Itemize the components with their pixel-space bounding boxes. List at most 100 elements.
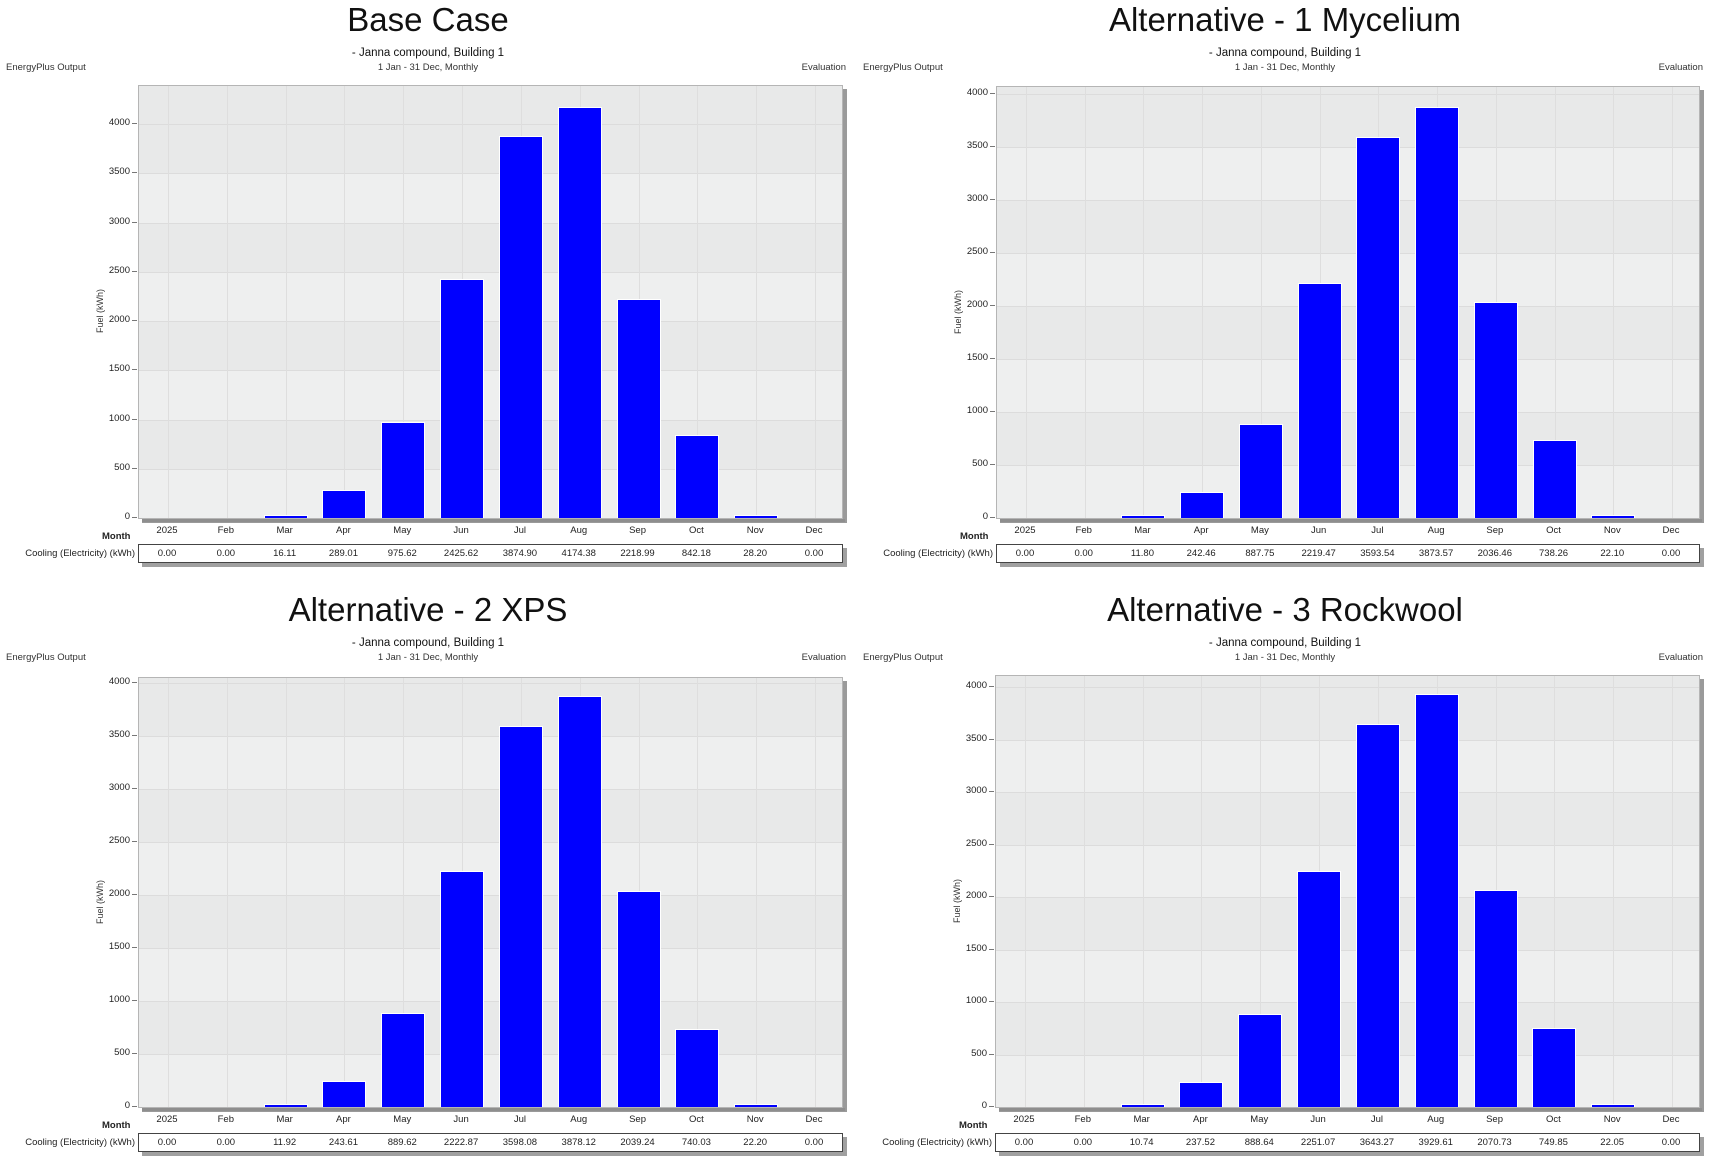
x-axis-label: Month — [102, 1120, 131, 1131]
table-cell: 289.01 — [328, 548, 358, 559]
table-cell: 10.74 — [1129, 1137, 1154, 1148]
bar-aug[interactable] — [1415, 107, 1460, 518]
x-axis-label: Month — [960, 531, 989, 542]
x-tick-label: Feb — [217, 1114, 234, 1125]
bar-oct[interactable] — [1532, 1028, 1577, 1107]
chart-subtitle: - Janna compound, Building 1 — [351, 637, 505, 649]
h-gridline — [997, 147, 1699, 148]
chart-title: Alternative - 2 XPS — [288, 591, 568, 628]
bar-apr[interactable] — [322, 1081, 367, 1107]
chart-title: Alternative - 1 Mycelium — [1108, 1, 1462, 38]
bar-may[interactable] — [1238, 1013, 1283, 1107]
grid-band — [996, 1002, 1699, 1055]
table-cell: 888.64 — [1244, 1137, 1274, 1148]
table-cell: 0.00 — [1015, 548, 1035, 559]
bar-oct[interactable] — [675, 435, 720, 518]
x-axis — [142, 1108, 845, 1111]
table-cell: 0.00 — [1074, 548, 1093, 559]
table-cell: 3598.08 — [502, 1137, 538, 1148]
table-cell: 3874.90 — [502, 548, 538, 559]
v-gridline — [1084, 87, 1086, 518]
v-gridline — [1083, 676, 1085, 1107]
y-tick-label: 2500 — [108, 264, 130, 276]
y-tick-label: 3000 — [966, 193, 988, 204]
y-tick-mark — [989, 738, 994, 740]
bar-jun[interactable] — [440, 279, 485, 518]
y-tick-label: 1000 — [966, 405, 988, 416]
v-gridline — [168, 86, 169, 518]
v-gridline — [815, 678, 816, 1107]
data-table-row — [995, 1133, 1700, 1152]
bar-mar[interactable] — [263, 1104, 308, 1107]
bar-may[interactable] — [381, 1012, 426, 1107]
h-gridline — [997, 253, 1699, 254]
bar-jul[interactable] — [1355, 724, 1400, 1107]
bar-mar[interactable] — [1121, 515, 1166, 518]
y-tick-label: 4000 — [966, 87, 988, 98]
bar-mar[interactable] — [1120, 1104, 1165, 1107]
table-cell: 887.75 — [1245, 548, 1275, 559]
bar-mar[interactable] — [263, 515, 308, 518]
bar-aug[interactable] — [1414, 694, 1459, 1107]
y-tick-label: 0 — [982, 511, 988, 522]
v-gridline — [1025, 676, 1026, 1107]
bar-may[interactable] — [381, 421, 426, 518]
y-tick-label: 4000 — [108, 676, 130, 687]
bar-may[interactable] — [1238, 423, 1283, 518]
y-tick-label: 2500 — [108, 835, 130, 846]
bar-oct[interactable] — [675, 1028, 720, 1107]
bar-sep[interactable] — [616, 890, 661, 1107]
chart-subtitle: - Janna compound, Building 1 — [1208, 637, 1362, 649]
v-gridline — [285, 86, 287, 518]
bar-nov[interactable] — [734, 1104, 779, 1107]
y-tick-mark — [989, 896, 994, 897]
x-tick-label: Dec — [805, 1114, 823, 1125]
x-axis-label: Month — [102, 531, 131, 542]
bar-nov[interactable] — [734, 515, 779, 518]
grid-band — [997, 200, 1699, 253]
bar-nov[interactable] — [1591, 1104, 1636, 1107]
bar-apr[interactable] — [322, 489, 367, 518]
bar-jul[interactable] — [498, 725, 543, 1107]
x-tick-label: Oct — [1545, 1114, 1561, 1125]
y-tick-mark — [132, 172, 137, 174]
bar-oct[interactable] — [1532, 439, 1577, 518]
bar-jun[interactable] — [1297, 282, 1342, 518]
bar-sep[interactable] — [1473, 889, 1518, 1107]
y-tick-label: 2000 — [108, 888, 130, 899]
x-tick-label: Sep — [629, 1114, 646, 1125]
table-cell: 11.92 — [273, 1137, 297, 1148]
h-gridline — [139, 1054, 842, 1055]
h-gridline — [996, 739, 1699, 741]
bar-apr[interactable] — [1179, 1082, 1224, 1107]
table-cell: 0.00 — [157, 548, 177, 559]
x-tick-label: Jul — [513, 525, 526, 536]
bar-apr[interactable] — [1180, 492, 1225, 518]
bar-aug[interactable] — [557, 106, 602, 518]
table-cell: 0.00 — [1661, 1137, 1681, 1148]
bar-jun[interactable] — [1297, 870, 1342, 1107]
v-gridline — [1672, 87, 1673, 518]
y-axis-label: Fuel (kWh) — [95, 879, 106, 924]
table-cell: 0.00 — [216, 1137, 236, 1148]
table-cell: 0.00 — [804, 1137, 824, 1148]
y-tick-label: 4000 — [108, 117, 130, 128]
table-cell: 2070.73 — [1477, 1137, 1512, 1148]
grid-band — [139, 1001, 842, 1054]
y-tick-label: 3500 — [965, 732, 987, 744]
bar-sep[interactable] — [1473, 302, 1518, 518]
x-axis-label: Month — [959, 1120, 988, 1131]
bar-jun[interactable] — [440, 871, 485, 1107]
source-label: EnergyPlus Output — [6, 652, 86, 663]
y-tick-label: 0 — [124, 1100, 130, 1111]
bar-jul[interactable] — [1356, 137, 1401, 518]
bar-aug[interactable] — [557, 695, 602, 1107]
plot-area — [138, 85, 843, 519]
y-tick-mark — [132, 947, 137, 948]
h-gridline — [139, 370, 842, 372]
bar-jul[interactable] — [498, 136, 543, 518]
y-tick-mark — [989, 1001, 994, 1002]
bar-nov[interactable] — [1591, 515, 1636, 518]
bar-sep[interactable] — [616, 299, 661, 518]
h-gridline — [996, 897, 1699, 898]
